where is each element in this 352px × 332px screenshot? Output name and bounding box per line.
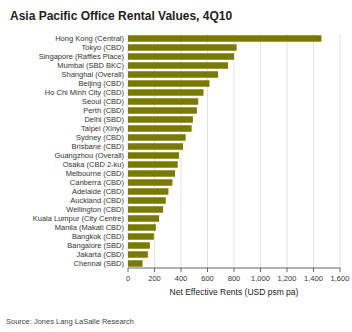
- tick-mark: [340, 268, 341, 272]
- bar: [128, 161, 178, 167]
- tick-mark: [287, 268, 288, 272]
- category-label: Guangzhou (Overall): [54, 151, 124, 160]
- grid-line: [287, 34, 288, 268]
- category-label: Adelaide (CBD): [72, 187, 125, 196]
- category-label: Mumbai (SBD BKC): [57, 61, 124, 70]
- category-label: Beijing (CBD): [79, 79, 125, 88]
- bar: [128, 62, 228, 68]
- bar: [128, 206, 163, 212]
- bar: [128, 242, 150, 248]
- bar: [128, 125, 192, 131]
- bar: [128, 143, 183, 149]
- tick-label: 400: [175, 274, 188, 283]
- x-axis-label: Net Effective Rents (USD psm pa): [170, 287, 299, 297]
- tick-mark: [154, 268, 155, 272]
- grid-line: [181, 34, 182, 268]
- bar: [128, 188, 168, 194]
- tick-mark: [207, 268, 208, 272]
- category-label: Auckland (CBD): [70, 196, 124, 205]
- bar: [128, 53, 234, 59]
- bar: [128, 89, 204, 95]
- tick-label: 1,000: [251, 274, 270, 283]
- category-label: Delhi (SBD): [84, 115, 124, 124]
- grid-line: [207, 34, 208, 268]
- tick-mark: [181, 268, 182, 272]
- bar: [128, 116, 193, 122]
- category-label: Jakarta (CBD): [76, 250, 124, 259]
- tick-mark: [313, 268, 314, 272]
- bar: [128, 107, 197, 113]
- tick-label: 0: [126, 274, 130, 283]
- bar: [128, 215, 159, 221]
- bar: [128, 260, 143, 266]
- grid-line: [234, 34, 235, 268]
- grid-line: [340, 34, 341, 268]
- category-label: Hong Kong (Central): [55, 34, 124, 43]
- bar: [128, 134, 186, 140]
- category-label: Osaka (CBD 2-ku): [63, 160, 125, 169]
- grid-line: [313, 34, 314, 268]
- category-label: Tokyo (CBD): [81, 43, 124, 52]
- category-label: Sydney (CBD): [76, 133, 124, 142]
- grid-line: [154, 34, 155, 268]
- tick-label: 1,200: [278, 274, 297, 283]
- category-label: Shanghai (Overall): [61, 70, 124, 79]
- bar: [128, 179, 172, 185]
- category-label: Manila (Makati CBD): [55, 223, 125, 232]
- bar: [128, 197, 166, 203]
- category-label: Chennai (SBD): [74, 259, 125, 268]
- tick-label: 1,400: [304, 274, 323, 283]
- bar: [128, 251, 148, 257]
- category-label: Seoul (CBD): [82, 97, 125, 106]
- bar: [128, 152, 179, 158]
- category-label: Bangalore (SBD): [67, 241, 124, 250]
- title: Asia Pacific Office Rental Values, 4Q10: [10, 9, 232, 23]
- tick-mark: [234, 268, 235, 272]
- bar: [128, 98, 198, 104]
- bar: [128, 224, 156, 230]
- tick-label: 200: [148, 274, 161, 283]
- category-label: Singapore (Raffles Place): [39, 52, 125, 61]
- bars: [128, 35, 321, 266]
- tick-label: 1,600: [331, 274, 350, 283]
- bar: [128, 233, 154, 239]
- tick-mark: [128, 268, 129, 272]
- chart: Asia Pacific Office Rental Values, 4Q10 0…: [0, 0, 352, 332]
- category-label: Bangkok (CBD): [72, 232, 125, 241]
- grid-line: [128, 34, 129, 268]
- category-label: Kuala Lumpur (City Centre): [33, 214, 125, 223]
- tick-label: 600: [201, 274, 214, 283]
- bar: [128, 80, 209, 86]
- category-label: Melbourne (CBD): [66, 169, 125, 178]
- bar: [128, 71, 218, 77]
- source: Source: Jones Lang LaSalle Research: [6, 317, 134, 326]
- tick-mark: [260, 268, 261, 272]
- category-label: Perth (CBD): [83, 106, 124, 115]
- category-label: Wellington (CBD): [66, 205, 124, 214]
- category-label: Ho Chi Minh City (CBD): [45, 88, 125, 97]
- tick-label: 800: [228, 274, 241, 283]
- category-label: Canberra (CBD): [70, 178, 125, 187]
- category-label: Brisbane (CBD): [71, 142, 124, 151]
- category-label: Taipei (Xinyi): [81, 124, 124, 133]
- bar: [128, 35, 321, 41]
- y-axis: Hong Kong (Central)Tokyo (CBD)Singapore …: [33, 34, 125, 268]
- bar: [128, 44, 237, 50]
- x-axis: 0 200 400 600 800 1,000 1,200 1,400 1,600: [126, 34, 349, 283]
- x-axis-line: [128, 268, 340, 269]
- grid-line: [260, 34, 261, 268]
- bar: [128, 170, 175, 176]
